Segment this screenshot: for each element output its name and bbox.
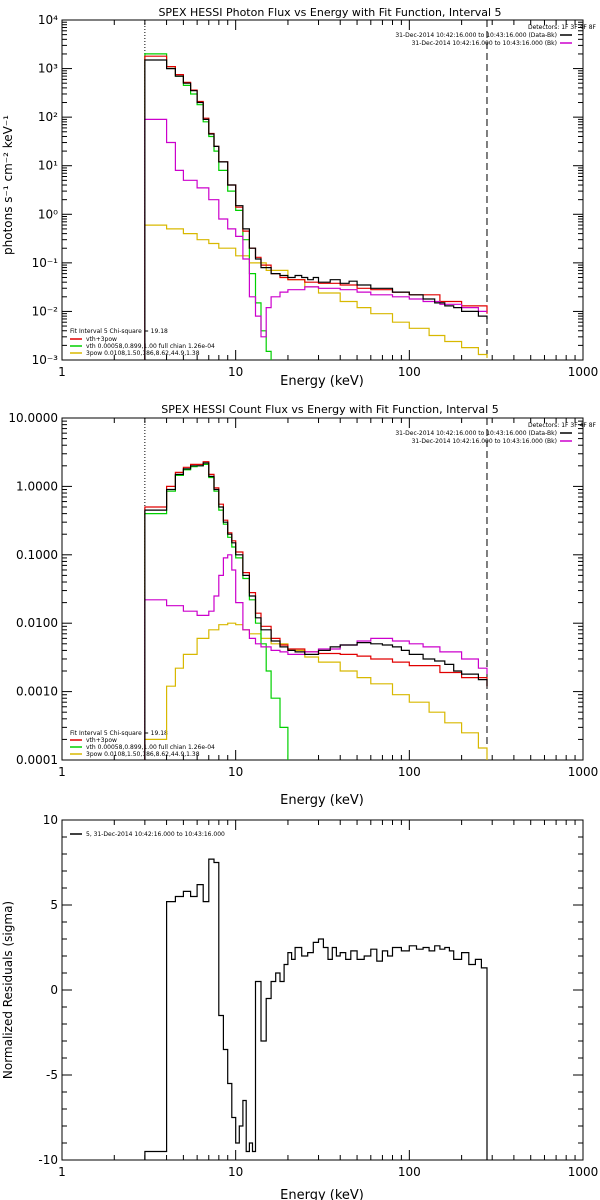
photon-y-tick-label: 10⁻³	[32, 353, 59, 367]
count-x-tick-label: 100	[398, 765, 421, 779]
count-y-tick-label: 10.0000	[8, 411, 58, 425]
resid-y-tick-label: -10	[38, 1153, 58, 1167]
count-legend-bk: 31-Dec-2014 10:42:16.000 to 10:43:16.000…	[412, 438, 557, 445]
count-chart-title: SPEX HESSI Count Flux vs Energy with Fit…	[161, 403, 498, 416]
photon-y-tick-label: 10⁻²	[32, 304, 59, 318]
count-x-tick-label: 1000	[568, 765, 599, 779]
count-y-tick-label: 1.0000	[16, 479, 58, 493]
photon-y-tick-label: 10¹	[38, 159, 58, 173]
resid-x-axis-label: Energy (keV)	[280, 1188, 364, 1200]
photon-series-magenta	[144, 118, 487, 360]
resid-legend-label: 5, 31-Dec-2014 10:42:16.000 to 10:43:16.…	[86, 831, 225, 838]
count-x-tick-label: 10	[228, 765, 243, 779]
photon-x-tick-label: 10	[228, 365, 243, 379]
photon-y-tick-label: 10²	[38, 110, 58, 124]
resid-x-tick-label: 1000	[568, 1165, 599, 1179]
count-legend-detectors: Detectors: 1F 3F 4F 8F	[528, 422, 597, 429]
photon-x-tick-label: 1000	[568, 365, 599, 379]
photon-y-tick-label: 10⁻¹	[32, 256, 59, 270]
photon-y-tick-label: 10³	[38, 62, 58, 76]
photon-series-black	[144, 59, 488, 360]
count-series-yellow	[144, 622, 488, 760]
count-y-tick-label: 0.0010	[16, 685, 58, 699]
resid-x-tick-label: 1	[58, 1165, 66, 1179]
photon-fit-entry-3: 3pow 0.0108,1.50,186,8.62,44.9,1.38	[86, 350, 200, 357]
count-fit-entry-3: 3pow 0.0108,1.50,186,8.62,44.9,1.38	[86, 751, 200, 758]
count-x-axis-label: Energy (keV)	[280, 793, 364, 808]
photon-legend-databk: 31-Dec-2014 10:42:16.000 to 10:43:16.000…	[395, 32, 557, 39]
photon-plot-frame	[61, 19, 584, 361]
resid-x-tick-label: 10	[228, 1165, 243, 1179]
photon-legend-detectors: Detectors: 1F 3F 4F 8F	[528, 24, 597, 31]
resid-y-tick-label: -5	[46, 1068, 58, 1082]
resid-y-tick-label: 10	[43, 813, 58, 827]
count-fit-entry-1: vth+3pow	[86, 737, 117, 744]
resid-x-tick-label: 100	[398, 1165, 421, 1179]
count-fit-entry-2: vth 0.00058,0.899,1.00 full chian 1.26e-…	[86, 744, 215, 751]
photon-fit-header: Fit Interval 5 Chi-square = 19.18	[70, 328, 168, 335]
count-y-tick-label: 0.0001	[16, 753, 58, 767]
photon-fit-entry-2: vth 0.00058,0.899,1.00 full chian 1.26e-…	[86, 343, 215, 350]
resid-y-tick-label: 5	[50, 898, 58, 912]
count-x-tick-label: 1	[58, 765, 66, 779]
photon-x-axis-label: Energy (keV)	[280, 374, 364, 389]
photon-x-tick-label: 1	[58, 365, 66, 379]
photon-y-tick-label: 10⁴	[38, 13, 58, 27]
count-y-tick-label: 0.0100	[16, 616, 58, 630]
count-series-magenta	[144, 554, 488, 760]
count-legend-databk: 31-Dec-2014 10:42:16.000 to 10:43:16.000…	[395, 430, 557, 437]
resid-series-black	[144, 858, 488, 1160]
count-series-black	[144, 462, 488, 760]
count-fit-header: Fit Interval 5 Chi-square = 19.18	[70, 730, 168, 737]
photon-x-tick-label: 100	[398, 365, 421, 379]
count-y-tick-label: 0.1000	[16, 548, 58, 562]
photon-y-axis-label: photons s⁻¹ cm⁻² keV⁻¹	[1, 115, 15, 255]
photon-fit-entry-1: vth+3pow	[86, 336, 117, 343]
resid-y-tick-label: 0	[50, 983, 58, 997]
resid-y-axis-label: Normalized Residuals (sigma)	[1, 901, 15, 1079]
photon-legend-bk: 31-Dec-2014 10:42:16.000 to 10:43:16.000…	[412, 40, 557, 47]
count-plot-frame	[61, 417, 584, 761]
photon-y-tick-label: 10⁰	[38, 207, 58, 221]
photon-chart-title: SPEX HESSI Photon Flux vs Energy with Fi…	[158, 6, 501, 19]
